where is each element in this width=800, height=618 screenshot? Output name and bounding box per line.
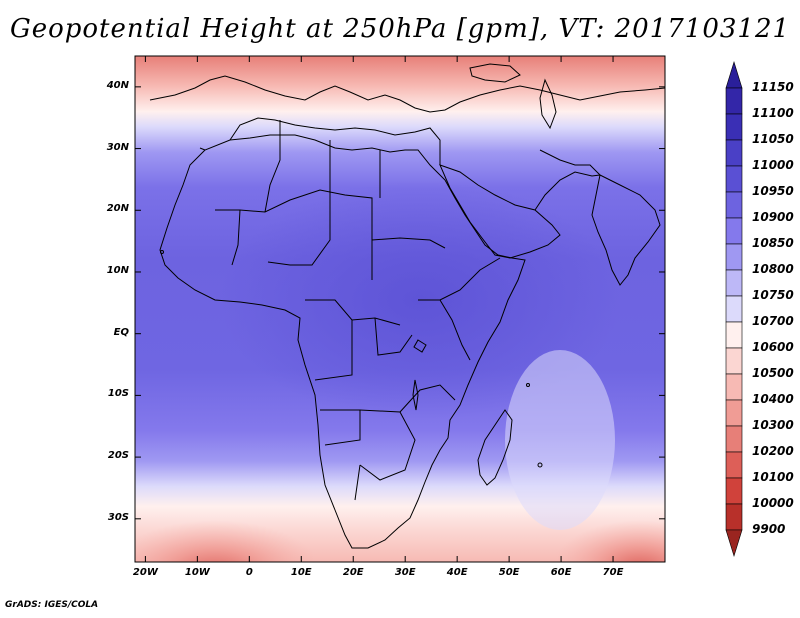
colorbar-label: 10800 — [752, 262, 794, 276]
coastlines — [149, 63, 665, 549]
colorbar-label: 10500 — [752, 366, 794, 380]
colorbar-label: 10950 — [752, 184, 794, 198]
colorbar-swatch — [725, 191, 743, 219]
map-frame — [134, 55, 666, 563]
colorbar-swatch — [725, 451, 743, 479]
x-tick-label: 30E — [394, 567, 416, 578]
colorbar-swatch — [725, 243, 743, 271]
colorbar-label: 11100 — [752, 106, 794, 120]
x-tick-label: 10E — [290, 567, 312, 578]
y-tick-label: 30N — [106, 141, 129, 153]
colorbar-swatch — [725, 529, 743, 558]
x-tick-label: 0 — [245, 567, 253, 578]
colorbar — [725, 60, 743, 558]
colorbar-swatch — [725, 503, 743, 531]
colorbar-swatch — [725, 113, 743, 141]
colorbar-swatch — [725, 425, 743, 453]
x-tick-label: 50E — [498, 567, 520, 578]
colorbar-label: 10750 — [752, 288, 794, 302]
y-tick-label: 10S — [107, 388, 129, 400]
colorbar-label: 10000 — [752, 496, 794, 510]
colorbar-label: 10850 — [752, 236, 794, 250]
colorbar-swatch — [725, 399, 743, 427]
colorbar-label: 11000 — [752, 158, 794, 172]
colorbar-label: 9900 — [752, 522, 786, 536]
colorbar-label: 10100 — [752, 470, 794, 484]
colorbar-swatch — [725, 139, 743, 167]
colorbar-swatch — [725, 217, 743, 245]
x-tick-label: 10W — [184, 567, 210, 578]
colorbar-label: 10200 — [752, 444, 794, 458]
colorbar-label: 10900 — [752, 210, 794, 224]
colorbar-swatch — [725, 165, 743, 193]
colorbar-swatch — [725, 321, 743, 349]
x-tick-label: 60E — [550, 567, 572, 578]
colorbar-swatch — [725, 269, 743, 297]
colorbar-label: 10700 — [752, 314, 794, 328]
colorbar-label: 10600 — [752, 340, 794, 354]
y-tick-label: 40N — [106, 79, 129, 91]
colorbar-label: 10300 — [752, 418, 794, 432]
colorbar-label: 11050 — [752, 132, 794, 146]
colorbar-swatch — [725, 87, 743, 115]
y-tick-label: 20N — [106, 203, 129, 215]
colorbar-swatch — [725, 477, 743, 505]
y-tick-label: 30S — [107, 511, 129, 523]
y-tick-label: 20S — [107, 450, 129, 462]
y-tick-label: EQ — [113, 326, 129, 338]
colorbar-label: 11150 — [752, 80, 794, 94]
colorbar-swatch — [725, 60, 743, 89]
x-tick-label: 70E — [602, 567, 624, 578]
colorbar-swatch — [725, 347, 743, 375]
shaded-field — [135, 56, 665, 562]
grads-credit: GrADS: IGES/COLA — [5, 600, 99, 610]
x-tick-label: 40E — [446, 567, 468, 578]
y-tick-label: 10N — [106, 264, 129, 276]
colorbar-label: 10400 — [752, 392, 794, 406]
x-tick-label: 20E — [342, 567, 364, 578]
colorbar-swatch — [725, 373, 743, 401]
x-tick-label: 20W — [132, 567, 158, 578]
page-title: Geopotential Height at 250hPa [gpm], VT:… — [9, 14, 791, 44]
colorbar-swatch — [725, 295, 743, 323]
